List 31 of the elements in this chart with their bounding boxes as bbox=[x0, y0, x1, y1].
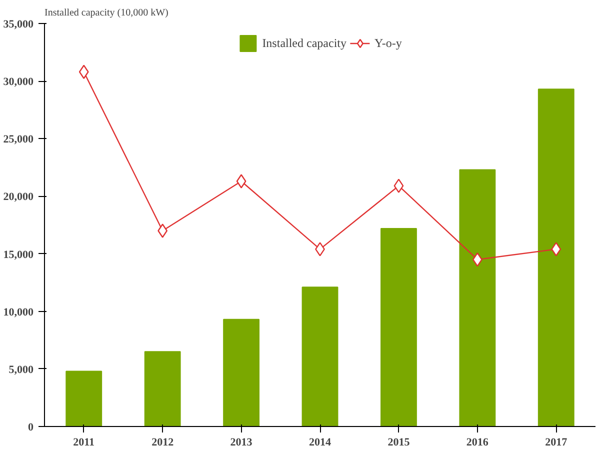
x-tick-label: 2017 bbox=[545, 436, 568, 448]
bar bbox=[144, 351, 181, 426]
y-axis-title: Installed capacity (10,000 kW) bbox=[44, 8, 168, 18]
x-tick-label: 2012 bbox=[152, 436, 174, 448]
x-tick-label: 2011 bbox=[73, 436, 95, 448]
y-tick-label: 5,000 bbox=[8, 364, 34, 376]
bar bbox=[538, 88, 574, 426]
bar bbox=[223, 318, 260, 426]
x-tick-label: 2016 bbox=[466, 436, 489, 448]
y-tick-label: 15,000 bbox=[3, 248, 34, 261]
legend-label: Installed capacity bbox=[262, 36, 346, 50]
y-tick-label: 35,000 bbox=[3, 18, 34, 30]
legend-label: Y-o-y bbox=[374, 36, 402, 50]
bar bbox=[459, 169, 496, 426]
y-tick-label: 25,000 bbox=[3, 134, 34, 146]
point bbox=[394, 178, 404, 193]
point bbox=[236, 174, 246, 188]
y-tick-label: 0 bbox=[28, 422, 34, 434]
point bbox=[158, 224, 168, 238]
y-tick-label: 20,000 bbox=[3, 191, 34, 204]
y-tick-label: 30,000 bbox=[3, 76, 34, 88]
point bbox=[78, 64, 89, 79]
point bbox=[472, 252, 482, 267]
point bbox=[551, 242, 562, 256]
x-tick-label: 2013 bbox=[230, 436, 253, 448]
bar bbox=[66, 370, 102, 426]
x-tick-label: 2015 bbox=[388, 436, 410, 448]
x-tick-label: 2014 bbox=[309, 436, 332, 448]
y-tick-label: 10,000 bbox=[3, 306, 34, 318]
bar bbox=[380, 228, 417, 426]
bar bbox=[302, 286, 338, 426]
